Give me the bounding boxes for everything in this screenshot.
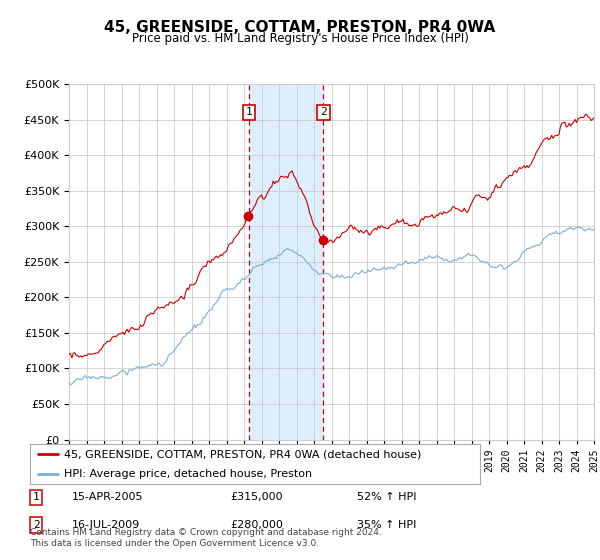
Text: HPI: Average price, detached house, Preston: HPI: Average price, detached house, Pres… bbox=[64, 469, 312, 479]
Text: 16-JUL-2009: 16-JUL-2009 bbox=[72, 520, 140, 530]
Text: Contains HM Land Registry data © Crown copyright and database right 2024.
This d: Contains HM Land Registry data © Crown c… bbox=[30, 528, 382, 548]
Text: 1: 1 bbox=[33, 492, 40, 502]
Text: 2: 2 bbox=[320, 108, 327, 118]
Text: 35% ↑ HPI: 35% ↑ HPI bbox=[358, 520, 417, 530]
Text: 45, GREENSIDE, COTTAM, PRESTON, PR4 0WA: 45, GREENSIDE, COTTAM, PRESTON, PR4 0WA bbox=[104, 20, 496, 35]
Text: 1: 1 bbox=[245, 108, 253, 118]
Text: 2: 2 bbox=[33, 520, 40, 530]
Text: Price paid vs. HM Land Registry's House Price Index (HPI): Price paid vs. HM Land Registry's House … bbox=[131, 32, 469, 45]
Text: 52% ↑ HPI: 52% ↑ HPI bbox=[358, 492, 417, 502]
Text: £280,000: £280,000 bbox=[230, 520, 284, 530]
Text: 45, GREENSIDE, COTTAM, PRESTON, PR4 0WA (detached house): 45, GREENSIDE, COTTAM, PRESTON, PR4 0WA … bbox=[64, 449, 421, 459]
Bar bbox=[249, 84, 323, 440]
Text: £315,000: £315,000 bbox=[230, 492, 283, 502]
Text: 15-APR-2005: 15-APR-2005 bbox=[72, 492, 144, 502]
